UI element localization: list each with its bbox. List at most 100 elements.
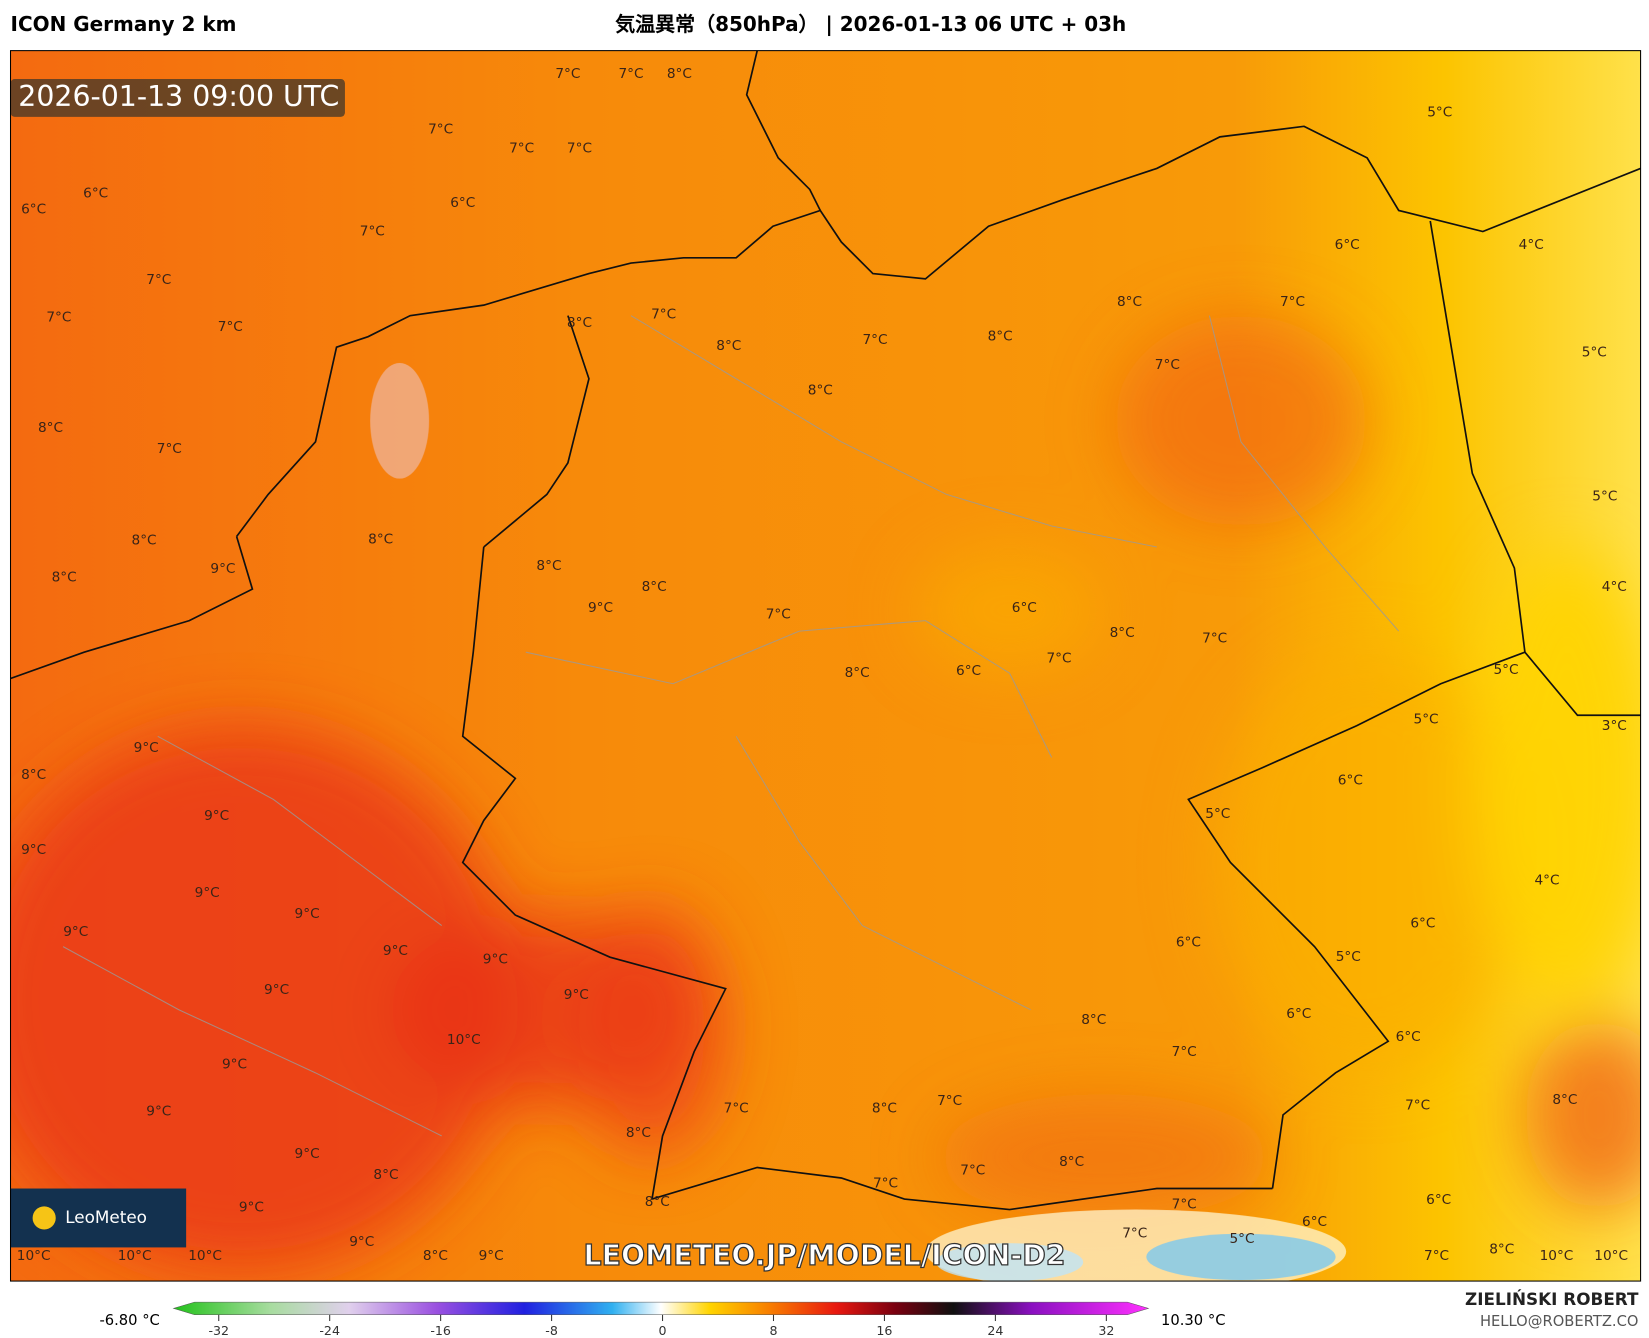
temperature-label: 7°C [46, 310, 71, 326]
colorbar-tick-label: 8 [769, 1323, 777, 1338]
map: 7°C 7°C 8°C 7°C 7°C 7°C 6°C 6°C 6°C 7°C 7°C 7°C 7°C 8… [10, 50, 1641, 1282]
temperature-label: 7°C [766, 606, 791, 622]
temperature-label: 7°C [1046, 650, 1071, 666]
temperature-label: 7°C [509, 140, 534, 156]
temperature-label: 10°C [1540, 1248, 1574, 1264]
temperature-label: 10°C [188, 1248, 222, 1264]
temperature-label: 5°C [1493, 662, 1518, 678]
temperature-label: 8°C [423, 1248, 448, 1264]
temperature-label: 6°C [1176, 934, 1201, 950]
email: HELLO@ROBERTZ.CO [1480, 1313, 1639, 1330]
alps-band [925, 1209, 1347, 1282]
temperature-label: 7°C [618, 66, 643, 82]
temperature-label: 8°C [52, 570, 77, 586]
temperature-label: 9°C [146, 1104, 171, 1120]
temperature-label: 7°C [937, 1093, 962, 1109]
title-left: ICON Germany 2 km [11, 12, 237, 36]
temperature-label: 4°C [1519, 237, 1544, 253]
temperature-label: 7°C [1405, 1097, 1430, 1113]
temperature-label: 6°C [83, 186, 108, 202]
temperature-label: 9°C [210, 561, 235, 577]
temperature-label: 3°C [1602, 718, 1627, 734]
temperature-label: 5°C [1582, 344, 1607, 360]
temperature-label: 7°C [862, 332, 887, 348]
temperature-label: 7°C [157, 441, 182, 457]
colorbar-tick-label: 32 [1098, 1323, 1114, 1338]
temperature-label: 6°C [1338, 772, 1363, 788]
borders [461, 220, 1641, 1211]
temperature-label: 7°C [1155, 357, 1180, 373]
temperature-label: 8°C [38, 420, 63, 436]
temperature-label: 6°C [956, 663, 981, 679]
temperature-label: 7°C [1172, 1196, 1197, 1212]
temperature-label: 8°C [132, 533, 157, 549]
temperature-label: 8°C [667, 66, 692, 82]
colorbar: -6.80 °C 10.30 °C -32 -24 -16 -8 0 8 16 24 32 [99, 1301, 1225, 1338]
temperature-label: 9°C [63, 924, 88, 940]
temperature-label: 10°C [118, 1248, 152, 1264]
temperature-label: 9°C [383, 943, 408, 959]
temperature-label: 4°C [1602, 579, 1627, 595]
temperature-label: 9°C [134, 740, 159, 756]
colorbar-tick-label: -24 [319, 1323, 340, 1338]
temperature-label: 8°C [645, 1194, 670, 1210]
colorbar-min: -6.80 °C [99, 1312, 159, 1329]
temperature-label: 7°C [360, 224, 385, 240]
temperature-label: 5°C [1414, 711, 1439, 727]
temperature-label: 7°C [960, 1163, 985, 1179]
temperature-label: 6°C [1302, 1214, 1327, 1230]
temperature-label: 9°C [239, 1199, 264, 1215]
temperature-label: 8°C [1117, 294, 1142, 310]
temperature-label: 10°C [1594, 1248, 1628, 1264]
temperature-label: 8°C [1489, 1242, 1514, 1258]
temperature-label: 6°C [1396, 1029, 1421, 1045]
title-center: 気温異常（850hPa） | 2026-01-13 06 UTC + 03h [615, 12, 1126, 36]
anomaly-field [10, 315, 1641, 1273]
timestamp: 2026-01-13 09:00 UTC [18, 80, 339, 113]
temperature-label: 7°C [1172, 1044, 1197, 1060]
temperature-label: 9°C [204, 808, 229, 824]
temperature-labels: 7°C 7°C 8°C 7°C 7°C 7°C 6°C 6°C 6°C 7°C 7°C 7°C 7°C 8… [17, 66, 1628, 1264]
temperature-label: 9°C [349, 1234, 374, 1250]
colorbar-tick-label: 16 [876, 1323, 892, 1338]
colorbar-tick-label: 24 [987, 1323, 1003, 1338]
temperature-label: 8°C [373, 1167, 398, 1183]
temperature-label: 4°C [1534, 872, 1559, 888]
temperature-label: 8°C [368, 532, 393, 548]
temperature-label: 7°C [428, 121, 453, 137]
temperature-label: 8°C [872, 1101, 897, 1117]
temperature-label: 7°C [1280, 294, 1305, 310]
temperature-label: 8°C [988, 329, 1013, 345]
temperature-label: 9°C [295, 1146, 320, 1162]
temperature-label: 7°C [651, 307, 676, 323]
temperature-label: 5°C [1229, 1231, 1254, 1247]
temperature-label: 6°C [1410, 916, 1435, 932]
temperature-label: 7°C [1122, 1226, 1147, 1242]
temperature-label: 9°C [479, 1248, 504, 1264]
logo-text: LeoMeteo [65, 1207, 147, 1227]
temperature-label: 7°C [1424, 1248, 1449, 1264]
temperature-label: 9°C [483, 951, 508, 967]
temperature-label: 8°C [567, 315, 592, 331]
colorbar-tick-label: 0 [659, 1323, 667, 1338]
temperature-label: 8°C [808, 382, 833, 398]
temperature-label: 9°C [588, 600, 613, 616]
temperature-label: 5°C [1592, 489, 1617, 505]
temperature-label: 8°C [1081, 1012, 1106, 1028]
temperature-label: 6°C [1335, 237, 1360, 253]
temperature-label: 8°C [626, 1125, 651, 1141]
temperature-label: 8°C [845, 665, 870, 681]
temperature-label: 7°C [567, 140, 592, 156]
temperature-label: 6°C [450, 195, 475, 211]
temperature-label: 7°C [724, 1101, 749, 1117]
colorbar-max: 10.30 °C [1161, 1312, 1225, 1329]
temperature-label: 9°C [564, 987, 589, 1003]
temperature-label: 7°C [873, 1175, 898, 1191]
map-frame [9, 50, 1642, 1282]
colorbar-ramp [172, 1301, 1150, 1315]
temperature-label: 7°C [1202, 631, 1227, 647]
temperature-label: 8°C [642, 579, 667, 595]
colorbar-tick-label: -16 [430, 1323, 451, 1338]
temperature-label: 6°C [1012, 600, 1037, 616]
